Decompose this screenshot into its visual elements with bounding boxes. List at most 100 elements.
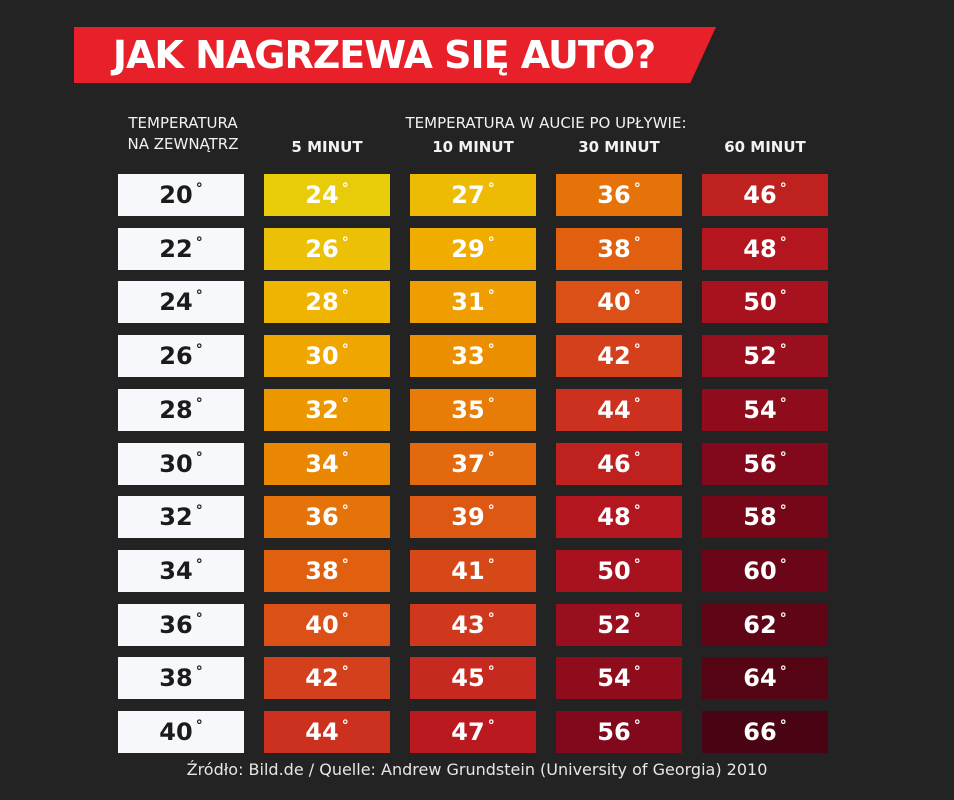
cell-value: 43 <box>451 611 485 639</box>
degree-symbol: ° <box>487 557 495 573</box>
cell-5min-row-3: 28 ° <box>264 281 390 323</box>
degree-symbol: ° <box>779 342 787 358</box>
degree-symbol: ° <box>341 450 349 466</box>
cell-value: 34 <box>305 450 339 478</box>
degree-symbol: ° <box>487 450 495 466</box>
cell-outside-row-2: 22 ° <box>118 228 244 270</box>
cell-value: 22 <box>159 235 193 263</box>
degree-symbol: ° <box>487 288 495 304</box>
cell-value: 44 <box>305 718 339 746</box>
cell-10min-row-4: 33 ° <box>410 335 536 377</box>
cell-value: 42 <box>305 664 339 692</box>
cell-value: 38 <box>305 557 339 585</box>
cell-value: 44 <box>597 396 631 424</box>
degree-symbol: ° <box>341 611 349 627</box>
degree-symbol: ° <box>341 288 349 304</box>
cell-value: 42 <box>597 342 631 370</box>
degree-symbol: ° <box>633 450 641 466</box>
cell-value: 50 <box>597 557 631 585</box>
degree-symbol: ° <box>633 288 641 304</box>
source-note: Źródło: Bild.de / Quelle: Andrew Grundst… <box>186 760 768 779</box>
cell-value: 56 <box>743 450 777 478</box>
cell-60min-row-8: 60 ° <box>702 550 828 592</box>
cell-outside-row-1: 20 ° <box>118 174 244 216</box>
header-inside-group: TEMPERATURA W AUCIE PO UPŁYWIE: <box>405 114 687 132</box>
cell-30min-row-3: 40 ° <box>556 281 682 323</box>
cell-60min-row-7: 58 ° <box>702 496 828 538</box>
cell-value: 32 <box>305 396 339 424</box>
degree-symbol: ° <box>341 181 349 197</box>
cell-value: 37 <box>451 450 485 478</box>
degree-symbol: ° <box>487 718 495 734</box>
degree-symbol: ° <box>341 557 349 573</box>
cell-value: 35 <box>451 396 485 424</box>
cell-30min-row-10: 54 ° <box>556 657 682 699</box>
cell-5min-row-7: 36 ° <box>264 496 390 538</box>
degree-symbol: ° <box>779 235 787 251</box>
cell-value: 45 <box>451 664 485 692</box>
cell-30min-row-7: 48 ° <box>556 496 682 538</box>
cell-value: 46 <box>597 450 631 478</box>
cell-value: 46 <box>743 181 777 209</box>
cell-30min-row-9: 52 ° <box>556 604 682 646</box>
cell-value: 39 <box>451 503 485 531</box>
degree-symbol: ° <box>487 503 495 519</box>
header-col-10: 10 MINUT <box>432 138 514 156</box>
degree-symbol: ° <box>487 396 495 412</box>
cell-5min-row-8: 38 ° <box>264 550 390 592</box>
degree-symbol: ° <box>779 503 787 519</box>
degree-symbol: ° <box>779 288 787 304</box>
cell-value: 36 <box>159 611 193 639</box>
degree-symbol: ° <box>195 503 203 519</box>
cell-60min-row-4: 52 ° <box>702 335 828 377</box>
header-col-60: 60 MINUT <box>724 138 806 156</box>
cell-value: 56 <box>597 718 631 746</box>
cell-value: 26 <box>159 342 193 370</box>
cell-10min-row-3: 31 ° <box>410 281 536 323</box>
cell-5min-row-9: 40 ° <box>264 604 390 646</box>
degree-symbol: ° <box>341 396 349 412</box>
cell-value: 26 <box>305 235 339 263</box>
cell-5min-row-2: 26 ° <box>264 228 390 270</box>
degree-symbol: ° <box>633 342 641 358</box>
degree-symbol: ° <box>487 181 495 197</box>
title-banner <box>74 27 716 83</box>
cell-value: 41 <box>451 557 485 585</box>
degree-symbol: ° <box>779 181 787 197</box>
header-outside-line1: TEMPERATURA <box>128 114 238 132</box>
cell-10min-row-8: 41 ° <box>410 550 536 592</box>
cell-value: 36 <box>305 503 339 531</box>
degree-symbol: ° <box>779 450 787 466</box>
cell-outside-row-6: 30 ° <box>118 443 244 485</box>
degree-symbol: ° <box>779 396 787 412</box>
cell-value: 60 <box>743 557 777 585</box>
cell-value: 50 <box>743 288 777 316</box>
degree-symbol: ° <box>195 235 203 251</box>
cell-10min-row-2: 29 ° <box>410 228 536 270</box>
degree-symbol: ° <box>487 235 495 251</box>
cell-5min-row-4: 30 ° <box>264 335 390 377</box>
header-col-30: 30 MINUT <box>578 138 660 156</box>
cell-value: 40 <box>305 611 339 639</box>
degree-symbol: ° <box>633 235 641 251</box>
cell-value: 33 <box>451 342 485 370</box>
cell-value: 64 <box>743 664 777 692</box>
cell-60min-row-1: 46 ° <box>702 174 828 216</box>
cell-10min-row-5: 35 ° <box>410 389 536 431</box>
degree-symbol: ° <box>779 718 787 734</box>
cell-outside-row-8: 34 ° <box>118 550 244 592</box>
cell-value: 24 <box>305 181 339 209</box>
degree-symbol: ° <box>779 611 787 627</box>
cell-value: 30 <box>305 342 339 370</box>
degree-symbol: ° <box>487 664 495 680</box>
degree-symbol: ° <box>633 611 641 627</box>
cell-value: 48 <box>743 235 777 263</box>
degree-symbol: ° <box>633 718 641 734</box>
degree-symbol: ° <box>341 664 349 680</box>
cell-60min-row-10: 64 ° <box>702 657 828 699</box>
cell-60min-row-2: 48 ° <box>702 228 828 270</box>
degree-symbol: ° <box>195 396 203 412</box>
cell-value: 40 <box>597 288 631 316</box>
cell-10min-row-10: 45 ° <box>410 657 536 699</box>
cell-30min-row-5: 44 ° <box>556 389 682 431</box>
